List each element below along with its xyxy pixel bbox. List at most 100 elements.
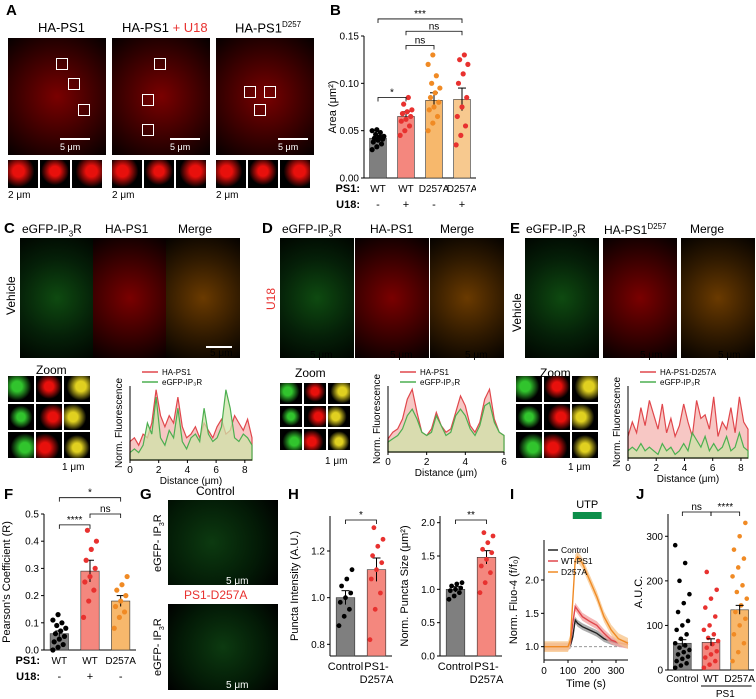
data-point <box>82 579 88 585</box>
micrograph-d-red <box>355 238 429 358</box>
data-point <box>432 90 438 96</box>
zoom-scale-label: 2 μm <box>8 190 31 201</box>
data-point <box>459 580 465 586</box>
y-tick-label: 0.2 <box>25 591 39 602</box>
data-point <box>58 628 64 634</box>
zoom-tile <box>572 404 598 430</box>
panel-e-title-3: Merge <box>690 222 725 236</box>
significance-bracket <box>58 497 122 502</box>
data-point <box>731 632 737 637</box>
data-point <box>684 661 689 666</box>
x-tick-label: WT <box>703 674 719 685</box>
panel-g-label-bottom: PS1-D257A <box>184 588 248 602</box>
data-point <box>461 52 467 58</box>
data-point <box>701 665 707 671</box>
data-point <box>373 131 379 138</box>
data-point <box>425 128 431 134</box>
data-point <box>114 587 120 593</box>
significance-label: *** <box>414 9 426 20</box>
legend-label: HA-PS1-D257A <box>660 368 717 377</box>
data-point <box>52 631 59 637</box>
data-point <box>681 649 687 655</box>
panel-c-title-1: eGFP-IP3R <box>22 222 82 239</box>
zoom-scale-label: 1 μm <box>325 456 348 467</box>
data-point <box>672 665 678 671</box>
micrograph-g-d257a <box>168 604 278 690</box>
zoom-label: Zoom <box>36 363 67 377</box>
data-point <box>80 614 87 620</box>
significance-bracket <box>345 519 377 524</box>
chart-d: 0 2 4 6 Distance (μm) Norm. Fluorescence HA-PS… <box>372 368 507 478</box>
y-tick-label: 1.0 <box>421 585 435 596</box>
x-tick-label: Control <box>438 661 473 673</box>
zoom-tile <box>176 160 206 188</box>
significance-label: ns <box>691 502 702 513</box>
zoom-tile <box>8 432 34 458</box>
scale-bar <box>206 346 232 348</box>
zoom-tile <box>280 383 302 404</box>
significance-label: * <box>359 510 363 521</box>
x-tick-label: 8 <box>242 465 248 476</box>
zoom-scale-label: 2 μm <box>216 190 239 201</box>
data-point <box>701 627 707 633</box>
zoom-tile <box>36 376 62 402</box>
data-point <box>427 94 434 101</box>
y-tick-label: 300 <box>646 532 663 543</box>
data-point <box>489 550 495 556</box>
data-point <box>92 565 98 571</box>
data-point <box>376 134 382 140</box>
data-point <box>704 645 710 651</box>
data-point <box>374 567 379 573</box>
x-tick-label: 2 <box>424 457 430 468</box>
data-point <box>402 128 408 134</box>
micrograph-c-merge <box>166 238 240 358</box>
data-point <box>406 123 413 129</box>
panel-d-title-3: Merge <box>440 222 475 236</box>
data-point <box>457 57 463 63</box>
data-point <box>401 101 407 107</box>
micrograph-e-red <box>603 238 677 358</box>
data-point <box>687 647 692 653</box>
data-point <box>430 120 436 126</box>
data-point <box>741 640 747 646</box>
data-point <box>116 614 122 620</box>
y-axis-label: Puncta Intensity (A.U.) <box>289 531 301 641</box>
data-point <box>433 73 439 79</box>
data-point <box>681 600 687 606</box>
data-point <box>124 573 130 580</box>
zoom-tile <box>572 376 598 402</box>
data-point <box>478 563 484 569</box>
y-tick-label: 0.0 <box>421 652 435 663</box>
data-point <box>50 647 56 653</box>
data-point <box>477 590 483 596</box>
scale-label: 5 μm <box>170 142 191 152</box>
data-point <box>464 94 470 101</box>
micrograph-c-green <box>20 238 94 358</box>
u18-row-label: U18: <box>336 199 360 211</box>
y-tick-label: 100 <box>646 621 663 632</box>
y-axis-label: Norm. Fluorescence <box>372 374 383 464</box>
zoom-tile <box>144 160 174 188</box>
data-point <box>381 133 387 139</box>
significance-label: ** <box>467 510 475 521</box>
data-point <box>449 583 454 589</box>
panel-letter-c: C <box>4 220 15 237</box>
y-tick-label: 0.05 <box>340 126 360 137</box>
y-tick-label: 0.5 <box>25 510 39 521</box>
data-point <box>378 590 383 596</box>
data-point <box>675 609 681 615</box>
data-point <box>93 538 100 544</box>
x-axis-label: Distance (μm) <box>160 476 222 486</box>
x-tick-label: Control <box>328 661 363 673</box>
y-tick-label: 1.0 <box>311 593 325 604</box>
zoom-tile <box>280 160 310 188</box>
data-point <box>380 536 386 542</box>
zoom-tile <box>36 404 62 430</box>
data-point <box>88 546 94 552</box>
series-area <box>129 389 253 461</box>
x-tick-label: 4 <box>185 465 191 476</box>
panel-g-side-label: eGFP- IP3R <box>152 618 167 676</box>
panel-d-title-2: HA-PS1 <box>370 222 414 236</box>
data-point <box>87 573 93 580</box>
data-point <box>682 560 688 566</box>
